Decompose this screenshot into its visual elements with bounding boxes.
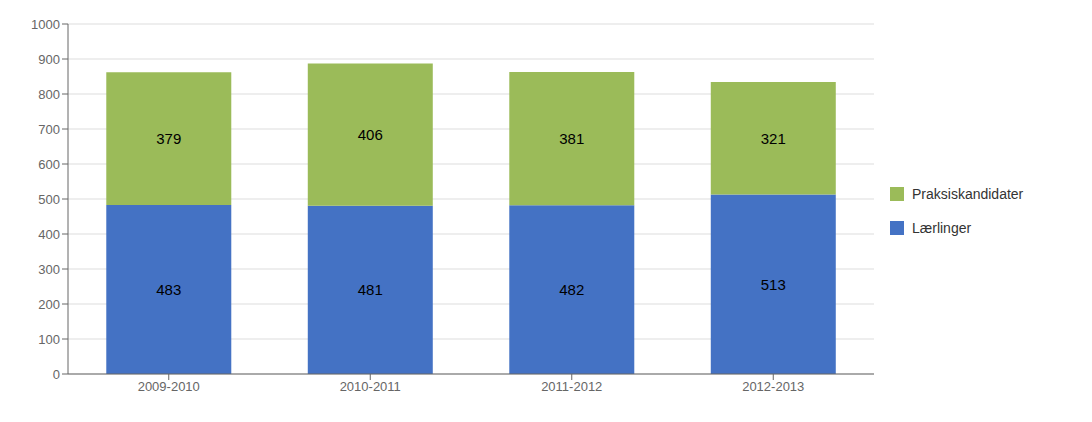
svg-text:300: 300 bbox=[38, 262, 60, 277]
svg-text:400: 400 bbox=[38, 227, 60, 242]
svg-text:483: 483 bbox=[156, 281, 181, 298]
svg-text:482: 482 bbox=[559, 281, 584, 298]
svg-text:406: 406 bbox=[358, 126, 383, 143]
svg-text:381: 381 bbox=[559, 130, 584, 147]
svg-text:200: 200 bbox=[38, 297, 60, 312]
svg-text:500: 500 bbox=[38, 192, 60, 207]
svg-text:900: 900 bbox=[38, 52, 60, 67]
svg-text:513: 513 bbox=[761, 276, 786, 293]
html-text:Lærlinger: Lærlinger bbox=[912, 220, 972, 236]
svg-text:2012-2013: 2012-2013 bbox=[742, 379, 804, 394]
svg-text:2011-2012: 2011-2012 bbox=[541, 379, 602, 394]
svg-text:1000: 1000 bbox=[31, 17, 60, 32]
svg-text:100: 100 bbox=[38, 332, 60, 347]
svg-text:481: 481 bbox=[358, 281, 383, 298]
svg-text:379: 379 bbox=[156, 130, 181, 147]
svg-text:600: 600 bbox=[38, 157, 60, 172]
svg-text:0: 0 bbox=[53, 367, 60, 382]
svg-text:700: 700 bbox=[38, 122, 60, 137]
svg-text:800: 800 bbox=[38, 87, 60, 102]
svg-text:2010-2011: 2010-2011 bbox=[340, 379, 401, 394]
svg-text:321: 321 bbox=[761, 130, 786, 147]
html-text:Praksiskandidater: Praksiskandidater bbox=[912, 186, 1024, 202]
svg-text:2009-2010: 2009-2010 bbox=[138, 379, 200, 394]
